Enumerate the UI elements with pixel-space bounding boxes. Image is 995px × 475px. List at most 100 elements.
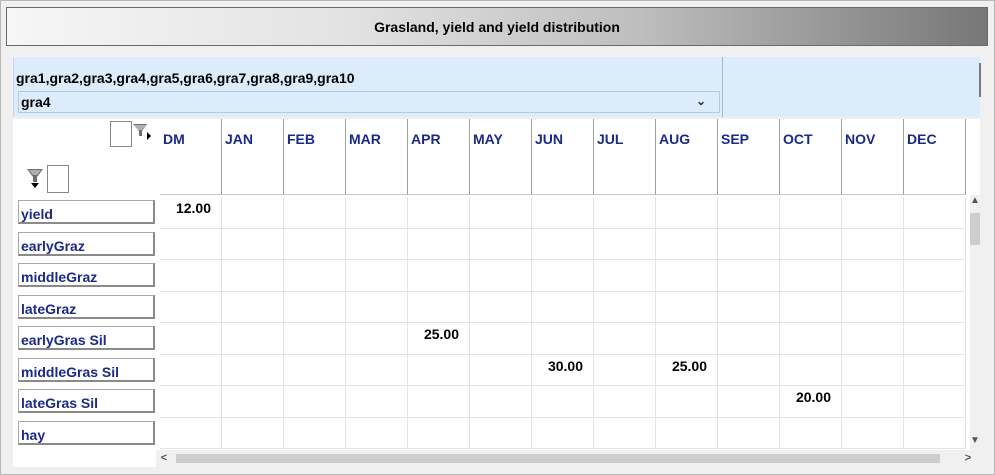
row-filter-button[interactable] (13, 163, 69, 193)
grid-cell[interactable] (470, 228, 532, 260)
grid-cell[interactable] (594, 417, 656, 449)
grid-cell[interactable] (842, 197, 904, 229)
grid-cell[interactable] (470, 291, 532, 323)
row-header-button[interactable]: earlyGraz (18, 231, 155, 256)
scroll-down-icon[interactable]: ▼ (970, 435, 980, 446)
grid-cell[interactable] (222, 197, 284, 229)
column-header[interactable]: JUN (532, 119, 594, 195)
grid-cell[interactable] (346, 386, 408, 418)
grid-cell[interactable] (718, 228, 780, 260)
column-header[interactable]: MAR (346, 119, 408, 195)
scroll-up-icon[interactable]: ▲ (970, 195, 980, 206)
grid-cell[interactable] (470, 386, 532, 418)
column-header[interactable]: JAN (222, 119, 284, 195)
grid-cell[interactable] (904, 354, 966, 386)
column-header[interactable]: DEC (904, 119, 966, 195)
grid-cell[interactable] (346, 260, 408, 292)
grid-cell[interactable] (904, 260, 966, 292)
grid-cell[interactable] (780, 323, 842, 355)
grid-cell[interactable] (408, 197, 470, 229)
grid-cell[interactable] (904, 323, 966, 355)
grid-cell[interactable] (160, 386, 222, 418)
grid-cell[interactable] (594, 386, 656, 418)
column-header[interactable]: FEB (284, 119, 346, 195)
horizontal-scroll-thumb[interactable] (176, 454, 940, 463)
grid-cell[interactable] (780, 417, 842, 449)
grid-cell[interactable] (284, 323, 346, 355)
grid-cell[interactable] (160, 354, 222, 386)
grid-cell[interactable] (532, 260, 594, 292)
grid-cell[interactable] (532, 323, 594, 355)
grid-cell[interactable] (222, 260, 284, 292)
funnel-filter-icon[interactable] (27, 169, 43, 189)
grid-cell[interactable] (904, 386, 966, 418)
grid-cell[interactable] (780, 197, 842, 229)
grid-cell[interactable] (718, 354, 780, 386)
grid-cell[interactable] (718, 260, 780, 292)
grid-cell[interactable] (594, 228, 656, 260)
grid-cell[interactable] (284, 417, 346, 449)
grid-cell[interactable] (284, 386, 346, 418)
row-filter-box[interactable] (47, 165, 69, 193)
grid-cell[interactable] (656, 228, 718, 260)
grid-cell[interactable] (284, 354, 346, 386)
grid-cell[interactable] (780, 354, 842, 386)
grid-cell[interactable]: 25.00 (656, 354, 718, 386)
grid-cell[interactable] (346, 323, 408, 355)
grid-cell[interactable] (718, 291, 780, 323)
grid-cell[interactable] (470, 323, 532, 355)
grid-cell[interactable] (284, 197, 346, 229)
grid-cell[interactable] (842, 386, 904, 418)
grid-cell[interactable] (842, 417, 904, 449)
column-filter-box[interactable] (110, 121, 132, 147)
column-header[interactable]: APR (408, 119, 470, 195)
grid-cell[interactable]: 25.00 (408, 323, 470, 355)
funnel-filter-icon[interactable] (133, 124, 151, 144)
grid-cell[interactable] (904, 228, 966, 260)
column-header[interactable]: AUG (656, 119, 718, 195)
grid-cell[interactable] (532, 386, 594, 418)
grid-cell[interactable] (594, 197, 656, 229)
column-header[interactable]: MAY (470, 119, 532, 195)
grid-cell[interactable] (470, 354, 532, 386)
grid-cell[interactable] (904, 291, 966, 323)
grid-cell[interactable] (408, 354, 470, 386)
grid-cell[interactable] (532, 417, 594, 449)
grid-cell[interactable] (842, 260, 904, 292)
vertical-scroll-thumb[interactable] (970, 213, 980, 245)
row-header-button[interactable]: lateGraz (18, 294, 155, 319)
grid-cell[interactable] (160, 228, 222, 260)
row-header-button[interactable]: earlyGras Sil (18, 326, 155, 350)
grid-cell[interactable] (842, 291, 904, 323)
grid-cell[interactable]: 20.00 (780, 386, 842, 418)
grid-cell[interactable]: 30.00 (532, 354, 594, 386)
grid-cell[interactable] (470, 260, 532, 292)
grid-cell[interactable] (346, 291, 408, 323)
row-header-button[interactable]: yield (18, 200, 155, 224)
grid-cell[interactable] (222, 323, 284, 355)
grid-cell[interactable] (718, 197, 780, 229)
column-header[interactable]: NOV (842, 119, 904, 195)
grid-cell[interactable] (780, 260, 842, 292)
grid-cell[interactable] (904, 197, 966, 229)
grid-cell[interactable] (718, 386, 780, 418)
grid-cell[interactable] (346, 228, 408, 260)
grid-cell[interactable] (408, 228, 470, 260)
grid-cell[interactable] (780, 228, 842, 260)
grid-cell[interactable] (656, 291, 718, 323)
grid-cell[interactable] (656, 323, 718, 355)
grid-cell[interactable] (594, 260, 656, 292)
grid-cell[interactable] (656, 197, 718, 229)
grid-cell[interactable] (656, 386, 718, 418)
grid-cell[interactable] (346, 197, 408, 229)
grid-cell[interactable] (470, 197, 532, 229)
chevron-down-icon[interactable]: ⌄ (696, 94, 707, 108)
row-header-button[interactable]: middleGraz (18, 263, 155, 287)
grid-cell[interactable] (532, 291, 594, 323)
row-header-button[interactable]: middleGras Sil (18, 357, 155, 382)
grid-cell[interactable] (160, 323, 222, 355)
grid-cell[interactable] (718, 417, 780, 449)
scroll-left-icon[interactable]: < (160, 452, 168, 464)
grid-cell[interactable] (408, 291, 470, 323)
grid-cell[interactable] (656, 417, 718, 449)
